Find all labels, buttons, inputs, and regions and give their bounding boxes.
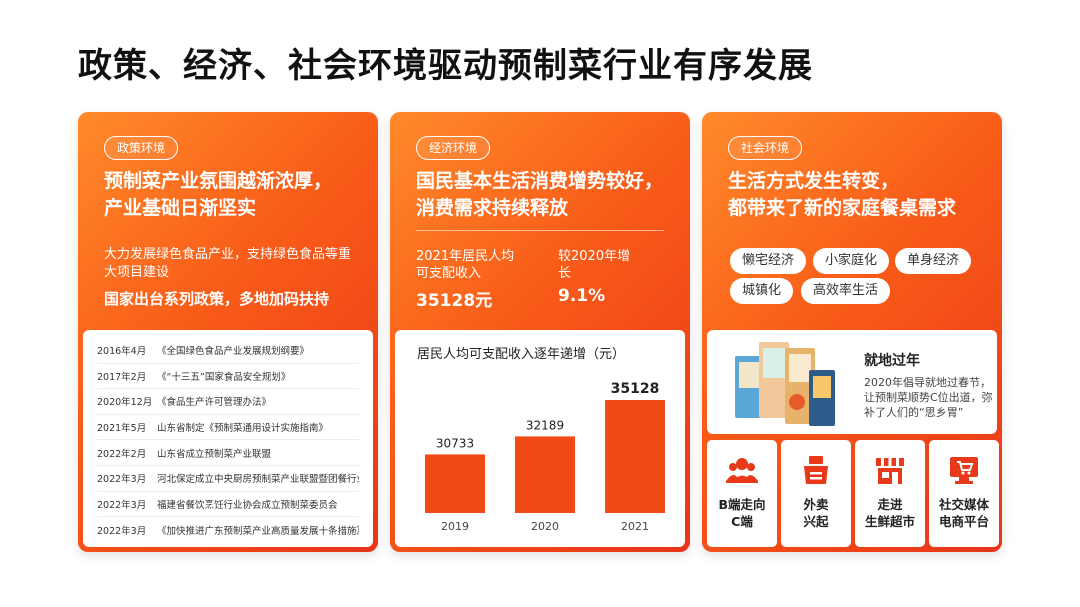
data-label-2021: 35128	[611, 381, 660, 397]
tile-label: 社交媒体 电商平台	[929, 496, 999, 530]
tile-social-media: 社交媒体 电商平台	[929, 440, 999, 547]
x-tick-2021: 2021	[621, 520, 649, 533]
economy-card: 经济环境 国民基本生活消费增势较好， 消费需求持续释放 2021年居民人均可支配…	[390, 112, 690, 552]
data-label-2019: 30733	[436, 436, 474, 450]
economy-divider	[416, 230, 664, 231]
policy-headline: 预制菜产业氛围越渐浓厚， 产业基础日渐坚实	[104, 168, 364, 222]
table-row: 2022年2月 山东省成立预制菜产业联盟	[97, 440, 359, 466]
event-text: 河北保定成立中央厨房预制菜产业联盟暨团餐行业协会	[157, 474, 359, 486]
society-headline: 生活方式发生转变， 都带来了新的家庭餐桌需求	[728, 168, 988, 222]
economy-tag: 经济环境	[416, 136, 491, 160]
feature-panel: 就地过年 2020年倡导就地过春节，让预制菜顺势C位出道，弥补了人们的“思乡胃”	[707, 330, 997, 434]
media-cart-icon	[950, 457, 978, 484]
keyword-chip: 高效率生活	[801, 278, 891, 304]
keyword-chip: 懒宅经济	[730, 248, 807, 274]
tile-takeout: 外卖 兴起	[781, 440, 851, 547]
event-text: 福建省餐饮烹饪行业协会成立预制菜委员会	[157, 499, 338, 511]
x-tick-2020: 2020	[531, 520, 559, 533]
keyword-chip: 单身经济	[895, 248, 972, 274]
x-tick-2019: 2019	[441, 520, 469, 533]
society-tag: 社会环境	[728, 136, 803, 160]
policy-headline-line2: 产业基础日渐坚实	[104, 197, 257, 219]
tile-label-line2: 电商平台	[938, 514, 989, 529]
economy-headline-line1: 国民基本生活消费增势较好，	[416, 170, 664, 192]
event-text: 《“十三五”国家食品安全规划》	[157, 371, 291, 383]
policy-headline-line1: 预制菜产业氛围越渐浓厚，	[104, 170, 333, 192]
policy-emphasis: 国家出台系列政策，多地加码扶持	[104, 290, 330, 308]
income-chart-panel: 居民人均可支配收入逐年递增（元） 30733 2019 32189 2020 35128…	[395, 330, 685, 547]
table-row: 2022年3月 《加快推进广东预制菜产业高质量发展十条措施》	[97, 517, 359, 543]
bar-2019	[425, 454, 485, 513]
tile-b2c: B端走向 C端	[707, 440, 777, 547]
tile-label-line1: B端走向	[718, 497, 766, 512]
table-row: 2021年5月 山东省制定《预制菜通用设计实施指南》	[97, 415, 359, 441]
tile-label-line2: 生鲜超市	[864, 514, 915, 529]
bar-2020	[515, 436, 575, 513]
society-headline-line1: 生活方式发生转变，	[728, 170, 900, 192]
policy-card: 政策环境 预制菜产业氛围越渐浓厚， 产业基础日渐坚实 大力发展绿色食品产业，支持…	[78, 112, 378, 552]
tile-label: 外卖 兴起	[781, 496, 851, 530]
income-stat-label: 2021年居民人均可支配收入	[416, 249, 515, 281]
event-date: 2022年2月	[97, 448, 147, 460]
tile-label-line1: 社交媒体	[938, 497, 989, 512]
feature-title: 就地过年	[864, 353, 920, 369]
tile-label: 走进 生鲜超市	[855, 496, 925, 530]
event-text: 山东省制定《预制菜通用设计实施指南》	[157, 423, 329, 435]
event-date: 2022年3月	[97, 525, 147, 537]
tile-label-line2: C端	[731, 514, 753, 529]
tile-fresh-market: 走进 生鲜超市	[855, 440, 925, 547]
keyword-chip: 城镇化	[730, 278, 794, 304]
event-text: 《全国绿色食品产业发展规划纲要》	[157, 346, 310, 358]
event-date: 2022年3月	[97, 474, 147, 486]
event-date: 2020年12月	[97, 397, 153, 409]
table-row: 2020年12月 《食品生产许可管理办法》	[97, 389, 359, 415]
table-row: 2022年3月河北保定成立中央厨房预制菜产业联盟暨团餐行业协会	[97, 466, 359, 492]
policy-events-table: 2016年4月 《全国绿色食品产业发展规划纲要》 2017年2月 《“十三五”国家食…	[83, 330, 373, 547]
books-illustration	[735, 342, 835, 426]
event-text: 《加快推进广东预制菜产业高质量发展十条措施》	[157, 525, 359, 537]
growth-stat-value: 9.1%	[558, 286, 606, 306]
event-date: 2021年5月	[97, 423, 147, 435]
tile-label-line1: 外卖	[803, 497, 829, 512]
event-text: 《食品生产许可管理办法》	[157, 397, 272, 409]
table-row: 2016年4月 《全国绿色食品产业发展规划纲要》	[97, 338, 359, 364]
economy-headline: 国民基本生活消费增势较好， 消费需求持续释放	[416, 168, 676, 222]
tile-label-line1: 走进	[877, 497, 903, 512]
event-text: 山东省成立预制菜产业联盟	[157, 448, 272, 460]
society-headline-line2: 都带来了新的家庭餐桌需求	[728, 197, 957, 219]
income-stat-value: 35128元	[416, 291, 493, 311]
policy-description: 大力发展绿色食品产业，支持绿色食品等重大项目建设	[104, 247, 352, 280]
takeout-icon	[804, 456, 828, 484]
society-card: 社会环境 生活方式发生转变， 都带来了新的家庭餐桌需求 懒宅经济 小家庭化 单身…	[702, 112, 1002, 552]
table-row: 2022年3月 福建省餐饮烹饪行业协会成立预制菜委员会	[97, 492, 359, 518]
table-row: 2017年2月 《“十三五”国家食品安全规划》	[97, 364, 359, 390]
growth-stat-label: 较2020年增长	[558, 249, 631, 281]
tile-label: B端走向 C端	[707, 496, 777, 530]
event-date: 2017年2月	[97, 371, 147, 383]
event-date: 2016年4月	[97, 346, 147, 358]
page-title: 政策、经济、社会环境驱动预制菜行业有序发展	[78, 46, 813, 86]
feature-description: 2020年倡导就地过春节，让预制菜顺势C位出道，弥补了人们的“思乡胃”	[864, 376, 993, 419]
data-label-2020: 32189	[526, 418, 564, 432]
event-date: 2022年3月	[97, 499, 147, 511]
tile-label-line2: 兴起	[803, 514, 829, 529]
bar-2021	[605, 400, 665, 513]
chart-title: 居民人均可支配收入逐年递增（元）	[417, 347, 626, 362]
keyword-chip: 小家庭化	[813, 248, 890, 274]
people-icon	[726, 458, 758, 483]
economy-headline-line2: 消费需求持续释放	[416, 197, 569, 219]
store-icon	[876, 458, 904, 484]
policy-tag: 政策环境	[104, 136, 179, 160]
income-bar-chart: 30733 2019 32189 2020 35128 2021	[425, 381, 665, 533]
